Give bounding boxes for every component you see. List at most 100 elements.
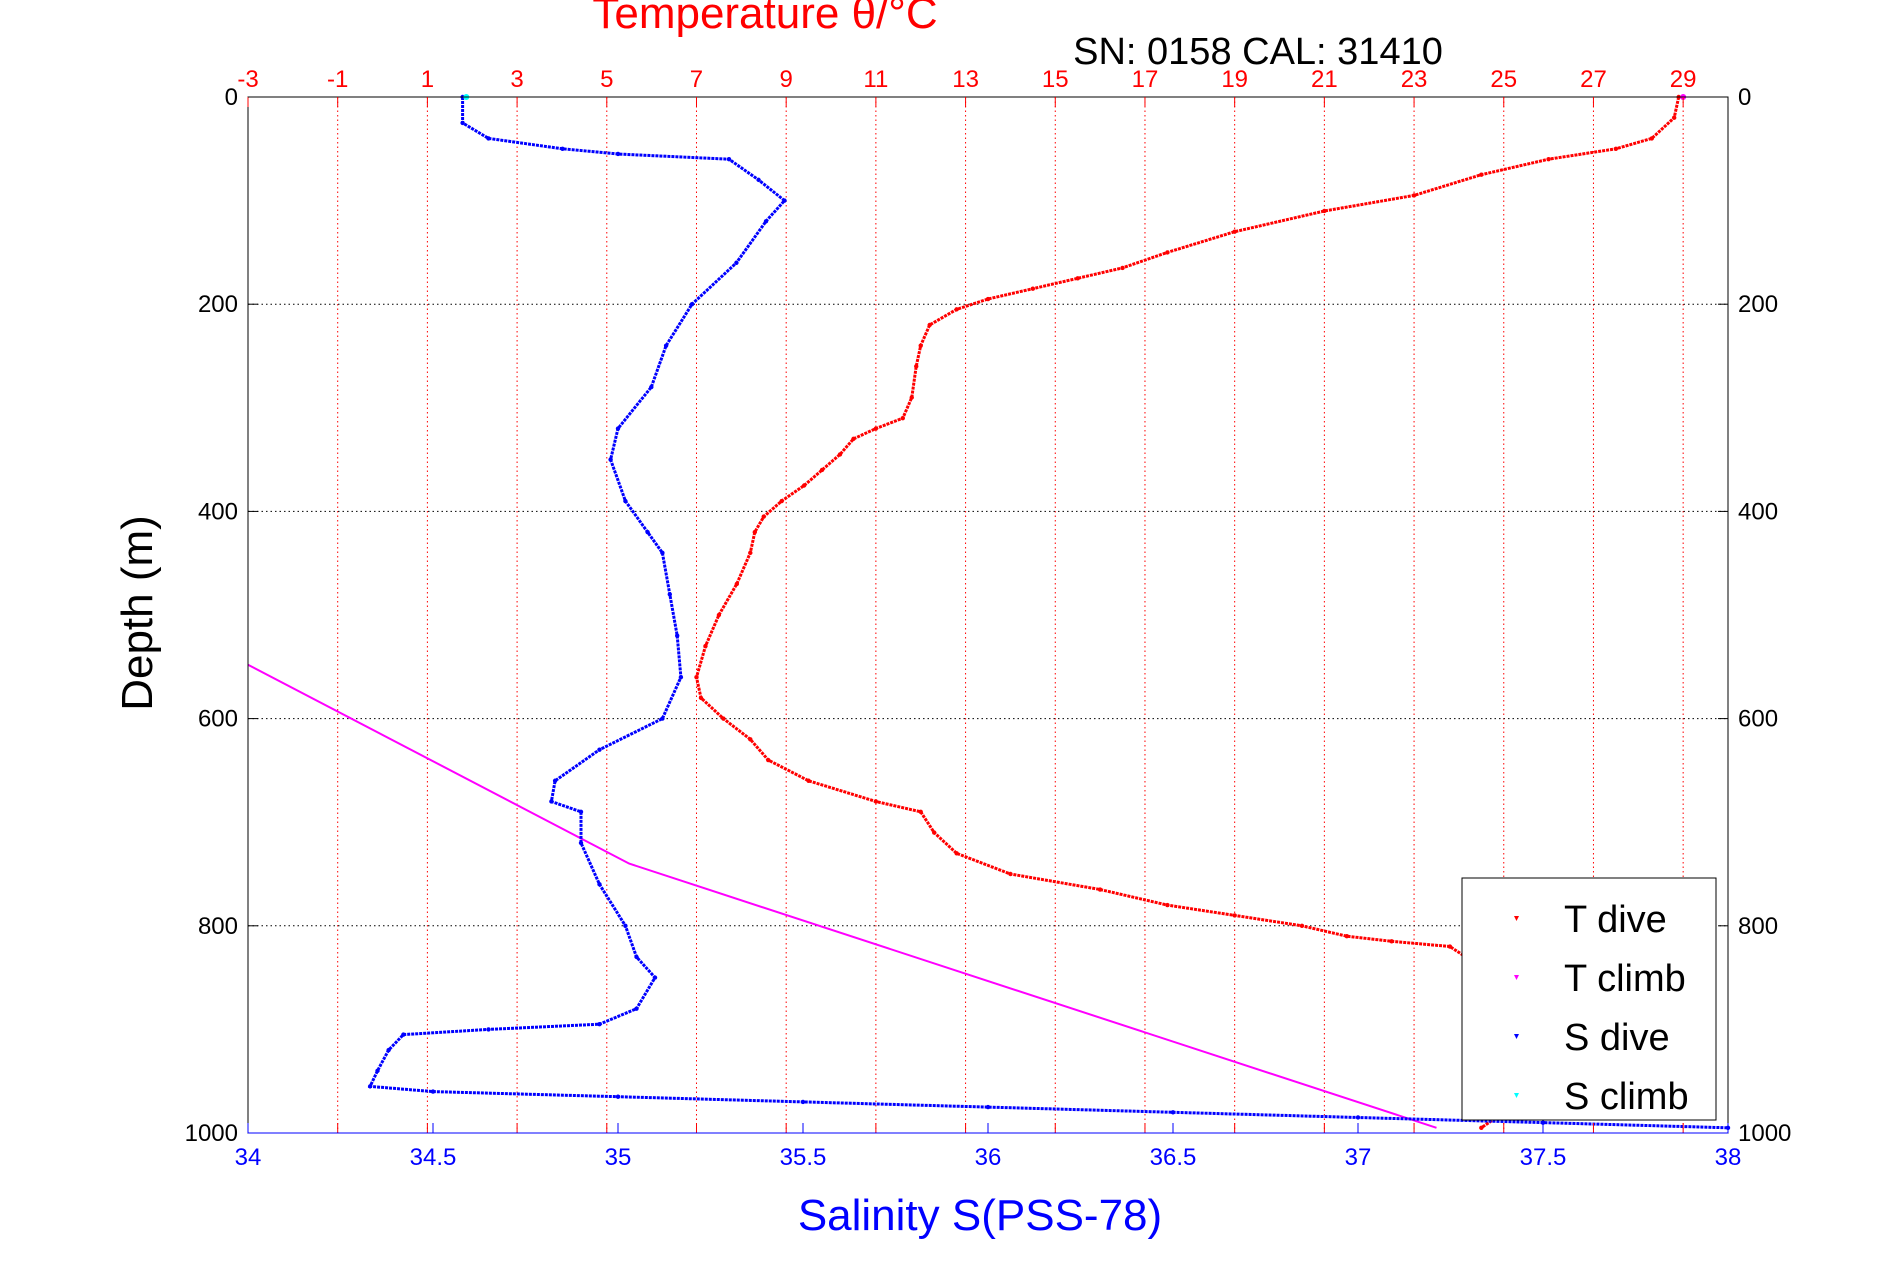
data-point — [918, 343, 923, 348]
tick-label-top: 23 — [1401, 66, 1428, 93]
data-point — [1008, 871, 1013, 877]
series-line-t-climb — [247, 663, 1437, 1129]
tick-label-bottom: 35.5 — [780, 1144, 827, 1171]
legend-label: T climb — [1564, 958, 1686, 1000]
tick-label-y-left: 400 — [198, 498, 238, 525]
data-point — [909, 395, 914, 400]
tick-label-y-right: 600 — [1738, 706, 1778, 733]
data-point — [721, 716, 726, 721]
data-point — [597, 1022, 602, 1027]
data-point — [578, 809, 584, 815]
data-point — [900, 415, 905, 421]
data-point — [782, 198, 787, 203]
data-point — [1120, 265, 1125, 271]
data-point — [837, 452, 843, 457]
tick-label-bottom: 36.5 — [1150, 1144, 1197, 1171]
tick-label-top: 19 — [1221, 66, 1248, 93]
data-point — [460, 120, 465, 126]
data-point — [726, 156, 732, 162]
data-point — [1030, 286, 1036, 291]
data-point — [716, 612, 722, 618]
data-point — [660, 716, 665, 721]
data-point — [615, 151, 621, 157]
legend-marker — [1514, 975, 1519, 980]
series-layer — [247, 94, 1731, 1131]
data-point — [873, 426, 879, 431]
data-point — [689, 302, 695, 307]
tick-label-top: 29 — [1670, 66, 1697, 93]
data-point — [623, 923, 628, 928]
data-point — [748, 550, 753, 556]
data-point — [401, 1032, 406, 1037]
data-point — [698, 695, 704, 701]
data-point — [549, 799, 554, 804]
tick-label-y-right: 1000 — [1738, 1120, 1791, 1147]
tick-label-y-left: 600 — [198, 706, 238, 733]
data-point — [752, 529, 757, 535]
tick-label-y-right: 800 — [1738, 913, 1778, 940]
tick-label-bottom: 37.5 — [1520, 1144, 1567, 1171]
data-point — [1322, 208, 1327, 214]
chart-title: Temperature θ/°C — [592, 0, 937, 38]
data-point — [1232, 229, 1237, 234]
data-point — [1411, 193, 1417, 198]
series-line — [367, 97, 1729, 1130]
data-point — [954, 851, 959, 856]
tick-label-top: 3 — [510, 66, 523, 93]
data-point — [1540, 1120, 1546, 1125]
tick-label-top: 9 — [780, 66, 793, 93]
tick-label-bottom: 35 — [605, 1144, 632, 1171]
legend-marker — [1514, 1093, 1519, 1098]
legend-marker — [1514, 1034, 1519, 1039]
data-point — [615, 426, 621, 431]
data-point — [597, 747, 602, 752]
data-point — [931, 830, 937, 835]
data-point — [615, 1094, 621, 1099]
tick-label-top: 21 — [1311, 66, 1338, 93]
data-point — [985, 296, 991, 302]
data-point — [1299, 923, 1305, 928]
chart-subtitle: SN: 0158 CAL: 31410 — [1073, 31, 1443, 73]
data-point — [634, 954, 639, 960]
data-point — [918, 809, 923, 815]
tick-label-top: 13 — [952, 66, 979, 93]
data-point — [663, 343, 669, 348]
tick-label-y-left: 800 — [198, 913, 238, 940]
data-point — [756, 177, 761, 183]
data-point — [1479, 1125, 1484, 1131]
tick-label-top: -3 — [237, 66, 258, 93]
tick-label-bottom: 37 — [1345, 1144, 1372, 1171]
data-point — [1232, 913, 1237, 918]
series-t-dive — [694, 94, 1681, 1131]
tick-label-y-right: 0 — [1738, 84, 1751, 111]
data-point — [623, 498, 628, 504]
data-point — [1170, 1110, 1176, 1115]
legend-marker — [1514, 916, 1519, 921]
data-point — [1097, 887, 1103, 892]
data-point — [608, 457, 613, 462]
data-point — [734, 260, 739, 265]
legend-label: S climb — [1564, 1076, 1689, 1118]
data-point — [763, 219, 769, 224]
tick-label-y-left: 1000 — [185, 1120, 238, 1147]
data-point — [649, 384, 654, 390]
data-point — [486, 1027, 491, 1032]
data-point — [375, 1068, 380, 1074]
tick-label-y-left: 200 — [198, 291, 238, 318]
data-point — [552, 778, 558, 783]
legend: T dive T climb S dive S climb — [1461, 877, 1717, 1121]
data-point — [660, 550, 665, 556]
data-point — [1165, 902, 1170, 908]
data-point — [560, 146, 565, 151]
data-point — [1165, 250, 1170, 255]
tick-label-top: 1 — [421, 66, 434, 93]
data-point — [486, 136, 491, 141]
tick-label-bottom: 38 — [1715, 1144, 1742, 1171]
data-point — [873, 799, 879, 804]
tick-label-y-right: 200 — [1738, 291, 1778, 318]
tick-label-top: -1 — [327, 66, 348, 93]
data-point — [1546, 156, 1551, 162]
data-point — [1479, 172, 1484, 177]
legend-box — [1461, 877, 1717, 1121]
